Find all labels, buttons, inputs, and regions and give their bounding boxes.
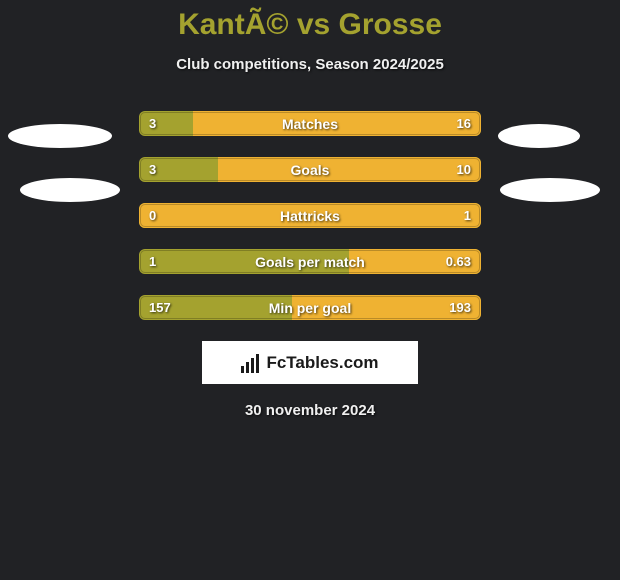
branding-logo-icon bbox=[241, 353, 261, 373]
stat-label: Goals bbox=[139, 157, 481, 182]
branding-text: FcTables.com bbox=[266, 353, 378, 373]
branding-badge: FcTables.com bbox=[202, 341, 418, 384]
stat-row: 157193Min per goal bbox=[139, 295, 481, 320]
stat-label: Hattricks bbox=[139, 203, 481, 228]
stat-row: 316Matches bbox=[139, 111, 481, 136]
placeholder-ellipse bbox=[8, 124, 112, 148]
stat-row: 01Hattricks bbox=[139, 203, 481, 228]
stat-row: 10.63Goals per match bbox=[139, 249, 481, 274]
page-subtitle: Club competitions, Season 2024/2025 bbox=[0, 56, 620, 73]
stat-row: 310Goals bbox=[139, 157, 481, 182]
stat-label: Matches bbox=[139, 111, 481, 136]
chart-date: 30 november 2024 bbox=[0, 402, 620, 419]
comparison-chart: 316Matches 310Goals 01Hattricks 10.63Goals … bbox=[139, 111, 481, 320]
stat-label: Goals per match bbox=[139, 249, 481, 274]
page-title: KantÃ© vs Grosse bbox=[0, 0, 620, 42]
placeholder-ellipse bbox=[500, 178, 600, 202]
stat-label: Min per goal bbox=[139, 295, 481, 320]
placeholder-ellipse bbox=[20, 178, 120, 202]
placeholder-ellipse bbox=[498, 124, 580, 148]
